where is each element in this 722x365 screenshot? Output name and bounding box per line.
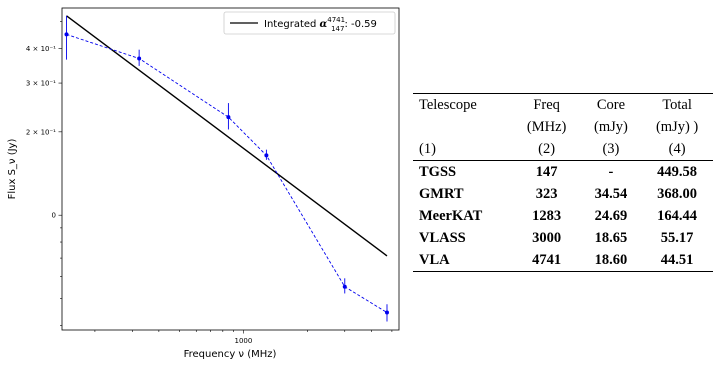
data-point xyxy=(226,115,231,120)
measured-flux-line xyxy=(66,33,388,313)
table-cell: 44.51 xyxy=(641,249,713,272)
table-header-row: Telescope Freq Core Total xyxy=(413,93,713,116)
fit-line xyxy=(66,15,388,257)
y-tick-label: 0 xyxy=(52,212,56,220)
table-header-cell: (mJy) xyxy=(594,118,628,135)
table-row: VLASS 3000 18.65 55.17 xyxy=(413,227,713,249)
table-cell: 323 xyxy=(535,185,558,202)
table-cell: MeerKAT xyxy=(419,207,483,224)
table-cell: 164.44 xyxy=(657,207,698,224)
table-cell: 18.65 xyxy=(594,229,628,246)
legend-fit-label: Integrated α4741 147: -0.59 xyxy=(264,16,377,33)
flux-table-container: Telescope Freq Core Total (MHz) (mJy) (mJy) )(… xyxy=(413,93,713,272)
table-row: TGSS 147-449.58 xyxy=(413,160,713,183)
table-cell: 368.00 xyxy=(657,185,698,202)
table-cell: VLASS xyxy=(419,229,466,246)
table-cell: TGSS xyxy=(413,160,513,183)
table-row: GMRT 323 34.54 368.00 xyxy=(413,183,713,205)
table-row: MeerKAT 1283 24.69 164.44 xyxy=(413,205,713,227)
table-header-cell: Core xyxy=(580,93,642,116)
table-cell: GMRT xyxy=(419,185,464,202)
y-tick-label: 3 × 10⁻¹ xyxy=(26,80,56,88)
table-header-row: (MHz) (mJy) (mJy) ) xyxy=(413,116,713,138)
data-point xyxy=(384,310,389,315)
table-header-cell: (1) xyxy=(419,140,436,157)
data-point xyxy=(264,153,269,158)
table-cell: 4741 xyxy=(512,249,581,272)
legend-box xyxy=(223,11,396,35)
table-header-cell xyxy=(413,116,513,138)
table-cell: 147 xyxy=(512,160,581,183)
table-cell: 3000 xyxy=(532,229,562,246)
table-header-cell: Total xyxy=(641,93,713,116)
y-tick-label: 2 × 10⁻¹ xyxy=(26,128,56,136)
flux-table: Telescope Freq Core Total (MHz) (mJy) (mJy) )(… xyxy=(413,93,713,272)
plot-frame xyxy=(61,7,400,331)
table-cell: 55.17 xyxy=(660,229,694,246)
table-cell: 18.60 xyxy=(580,249,642,272)
table-cell: VLA xyxy=(413,249,513,272)
data-point xyxy=(342,284,347,289)
data-point xyxy=(137,56,142,61)
legend: Integrated α4741 147: -0.59 xyxy=(223,11,396,35)
table-header-cell: Telescope xyxy=(413,93,513,116)
table-header-cell: (4) xyxy=(668,140,686,157)
table-header-cell: (2) xyxy=(538,140,556,157)
x-tick-label: 1000 xyxy=(234,337,252,345)
table-header-cell: (MHz) xyxy=(526,118,567,135)
spectrum-chart: 1000 4 × 10⁻¹ 3 × 10⁻¹ 2 × 10⁻¹ 0 Integrated… xyxy=(7,7,400,360)
data-point xyxy=(64,32,69,37)
table-header-cell: (3) xyxy=(602,140,620,157)
table-cell: 1283 xyxy=(532,207,562,224)
table-cell: 24.69 xyxy=(594,207,628,224)
y-axis-label: Flux S_ν (Jy) xyxy=(7,139,18,200)
table-cell: 34.54 xyxy=(594,185,628,202)
table-row: VLA 4741 18.60 44.51 xyxy=(413,249,713,272)
x-axis-label: Frequency ν (MHz) xyxy=(184,349,277,360)
table-cell: - xyxy=(580,160,642,183)
y-tick-label: 4 × 10⁻¹ xyxy=(26,45,56,53)
table-cell: 449.58 xyxy=(641,160,713,183)
table-header-row: (1) (2) (3) (4) xyxy=(413,138,713,161)
table-header-cell: (mJy) ) xyxy=(655,118,699,135)
table-header-cell: Freq xyxy=(512,93,581,116)
